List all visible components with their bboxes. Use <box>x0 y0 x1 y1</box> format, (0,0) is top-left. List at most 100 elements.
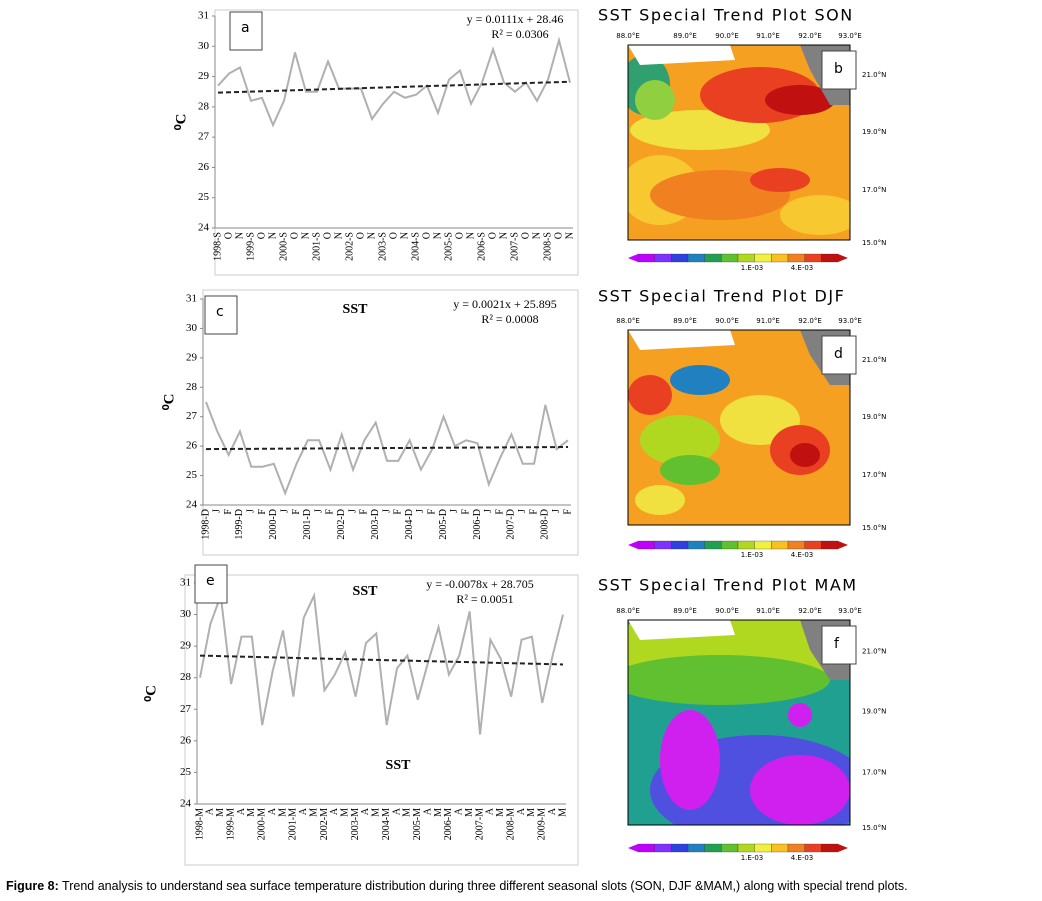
x-tick-label: N <box>465 232 476 239</box>
x-tick-label: N <box>399 232 410 239</box>
x-tick-label: M <box>526 808 537 817</box>
x-tick-label: 2000-D <box>268 509 279 540</box>
lon-label: 90.0°E <box>715 607 739 615</box>
colorbar-cell <box>687 540 705 550</box>
lon-label: 92.0°E <box>798 32 822 40</box>
x-tick-label: J <box>415 509 426 513</box>
x-tick-label: J <box>212 509 223 513</box>
colorbar-label: 4.E-03 <box>791 264 814 272</box>
x-tick-label: 1999-D <box>234 509 245 540</box>
y-tick-label: 24 <box>180 798 192 810</box>
colorbar-label: 1.E-03 <box>741 551 764 559</box>
x-tick-label: M <box>215 808 226 817</box>
y-tick-label: 25 <box>180 766 192 778</box>
colorbar-cell <box>687 843 705 853</box>
y-axis-label: ⁰C <box>161 394 177 411</box>
x-tick-label: M <box>433 808 444 817</box>
x-tick-label: A <box>422 807 433 815</box>
caption-label: Figure 8: <box>6 879 59 893</box>
colorbar-label: 1.E-03 <box>741 264 764 272</box>
lon-label: 92.0°E <box>798 607 822 615</box>
x-tick-label: M <box>557 808 568 817</box>
colorbar-cell <box>671 540 689 550</box>
x-tick-label: 2007-S <box>509 232 520 261</box>
trend-line <box>205 446 569 451</box>
lat-label: 19.0°N <box>862 128 886 136</box>
colorbar-cell <box>821 540 839 550</box>
x-tick-label: 2001-M <box>288 808 299 840</box>
x-tick-label: 2000-S <box>278 232 289 261</box>
colorbar-cell <box>654 843 672 853</box>
equation: y = -0.0078x + 28.705 <box>426 577 534 591</box>
x-tick-label: J <box>279 509 290 513</box>
x-tick-label: N <box>498 232 509 239</box>
x-tick-label: 2002-S <box>344 232 355 261</box>
x-tick-label: 2002-M <box>319 808 330 840</box>
colorbar-cell <box>737 843 755 853</box>
x-tick-label: 2007-D <box>506 509 517 540</box>
x-tick-label: 2005-M <box>412 808 423 840</box>
trend-line <box>217 80 571 94</box>
x-tick-label: N <box>432 232 443 239</box>
panel-box <box>821 335 857 375</box>
colorbar-cell <box>704 540 722 550</box>
colorbar-cell <box>771 540 789 550</box>
map-b-field <box>628 45 850 240</box>
x-tick-label: O <box>454 232 465 239</box>
x-tick-label: F <box>528 509 539 515</box>
colorbar-cell <box>737 540 755 550</box>
lon-label: 91.0°E <box>756 32 780 40</box>
y-tick-label: 29 <box>186 351 198 363</box>
panel-letter: e <box>206 573 215 589</box>
colorbar-end <box>838 254 848 262</box>
panel-box <box>821 50 857 90</box>
colorbar-cell <box>704 253 722 263</box>
trend-line <box>199 654 564 666</box>
y-axis-label: ⁰C <box>143 685 159 702</box>
lon-label: 89.0°E <box>673 317 697 325</box>
y-tick-label: 28 <box>186 381 198 393</box>
panel-letter: b <box>834 61 843 77</box>
equation: y = 0.0111x + 28.46 <box>467 12 564 26</box>
colorbar-cell <box>771 843 789 853</box>
lon-label: 93.0°E <box>838 32 862 40</box>
lon-label: 91.0°E <box>756 607 780 615</box>
x-tick-label: F <box>291 509 302 515</box>
x-tick-label: F <box>427 509 438 515</box>
lat-label: 15.0°N <box>862 824 886 832</box>
colorbar-cell <box>654 540 672 550</box>
x-tick-label: 2003-D <box>370 509 381 540</box>
x-tick-label: J <box>381 509 392 513</box>
x-tick-label: N <box>300 232 311 239</box>
annotation: SST <box>353 584 379 599</box>
x-tick-label: J <box>517 509 528 513</box>
equation: y = 0.0021x + 25.895 <box>453 297 557 311</box>
x-tick-label: O <box>355 232 366 239</box>
y-tick-label: 31 <box>198 10 209 22</box>
colorbar-label: 4.E-03 <box>791 551 814 559</box>
map-title: SST Special Trend Plot DJF <box>598 287 845 306</box>
panel-box <box>821 625 857 665</box>
x-tick-label: N <box>333 232 344 239</box>
x-tick-label: 1999-S <box>245 232 256 261</box>
map-frame <box>627 44 851 241</box>
colorbar-cell <box>754 843 772 853</box>
y-tick-label: 24 <box>186 499 198 511</box>
x-tick-label: M <box>246 808 257 817</box>
y-tick-label: 26 <box>186 440 198 452</box>
x-tick-label: F <box>460 509 471 515</box>
y-tick-label: 29 <box>180 640 192 652</box>
x-tick-label: F <box>325 509 336 515</box>
x-tick-label: O <box>520 232 531 239</box>
colorbar-cell <box>804 253 822 263</box>
colorbar-cell <box>721 540 739 550</box>
y-tick-label: 30 <box>186 322 198 334</box>
panel-box <box>204 295 238 335</box>
colorbar-cell <box>787 843 805 853</box>
y-tick-label: 31 <box>180 577 191 589</box>
caption: Figure 8: Trend analysis to understand s… <box>6 879 908 893</box>
annotation: SST <box>343 302 369 317</box>
x-tick-label: A <box>267 807 278 815</box>
